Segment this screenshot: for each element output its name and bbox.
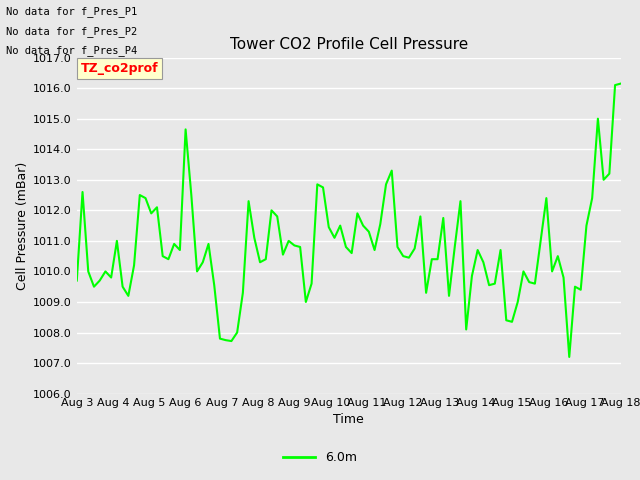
Text: No data for f_Pres_P1: No data for f_Pres_P1 xyxy=(6,6,138,17)
Y-axis label: Cell Pressure (mBar): Cell Pressure (mBar) xyxy=(16,161,29,290)
Title: Tower CO2 Profile Cell Pressure: Tower CO2 Profile Cell Pressure xyxy=(230,37,468,52)
Text: No data for f_Pres_P4: No data for f_Pres_P4 xyxy=(6,45,138,56)
X-axis label: Time: Time xyxy=(333,413,364,426)
Text: TZ_co2prof: TZ_co2prof xyxy=(81,62,159,75)
Legend: 6.0m: 6.0m xyxy=(278,446,362,469)
Text: No data for f_Pres_P2: No data for f_Pres_P2 xyxy=(6,25,138,36)
